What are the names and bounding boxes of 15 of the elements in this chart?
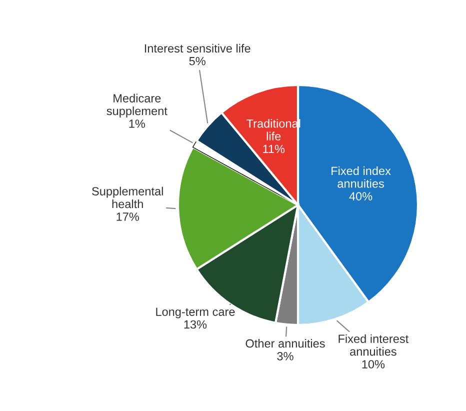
slice-label: Fixed interest annuities — [338, 334, 409, 356]
data-label: 10% — [362, 360, 385, 368]
slice-label: Long-term care — [156, 308, 235, 318]
data-label: 17% — [116, 212, 139, 221]
slice-label: Medicare supplement — [106, 94, 168, 118]
slice-label: Other annuities — [246, 338, 325, 348]
data-label: 1% — [129, 120, 146, 128]
slice-label: Interest sensitive life — [144, 44, 250, 53]
data-label: 11% — [263, 144, 285, 154]
data-label: 5% — [189, 56, 206, 66]
data-label: 3% — [277, 352, 294, 360]
data-label: 40% — [349, 192, 372, 200]
data-label: 13% — [184, 320, 207, 329]
slice-label: Fixed index annuities — [332, 166, 391, 188]
slice-label: Supplemental health — [92, 186, 163, 208]
